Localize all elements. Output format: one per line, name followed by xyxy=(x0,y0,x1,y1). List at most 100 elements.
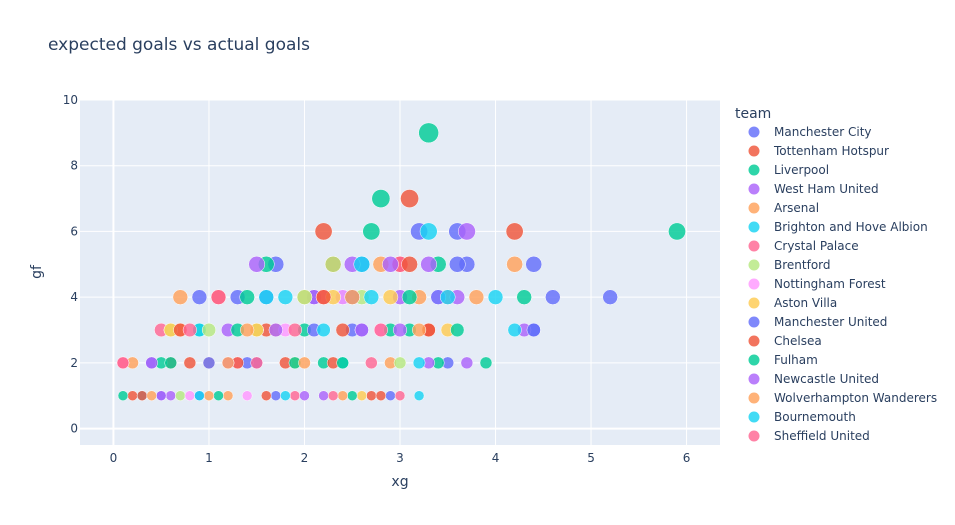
data-point[interactable] xyxy=(299,390,310,401)
data-point[interactable] xyxy=(335,322,350,338)
data-point[interactable] xyxy=(401,289,418,305)
data-point[interactable] xyxy=(172,289,189,305)
data-point[interactable] xyxy=(356,390,368,401)
legend-item[interactable]: Crystal Palace xyxy=(748,239,859,253)
data-point[interactable] xyxy=(314,222,333,241)
data-point[interactable] xyxy=(393,356,407,370)
data-point[interactable] xyxy=(385,390,396,401)
data-point[interactable] xyxy=(194,390,205,401)
data-point[interactable] xyxy=(316,322,331,338)
data-point[interactable] xyxy=(315,289,332,305)
data-point[interactable] xyxy=(191,289,208,305)
data-point[interactable] xyxy=(261,390,272,401)
data-point[interactable] xyxy=(296,289,313,305)
data-point[interactable] xyxy=(413,390,425,401)
legend-item[interactable]: Fulham xyxy=(748,353,818,367)
data-point[interactable] xyxy=(222,390,234,401)
data-point[interactable] xyxy=(440,289,456,305)
data-point[interactable] xyxy=(450,322,465,338)
data-point[interactable] xyxy=(202,356,216,370)
data-point[interactable] xyxy=(457,222,476,241)
data-point[interactable] xyxy=(324,255,342,273)
data-point[interactable] xyxy=(373,322,388,338)
data-point[interactable] xyxy=(507,322,522,338)
data-point[interactable] xyxy=(346,390,358,401)
data-point[interactable] xyxy=(448,255,466,273)
data-point[interactable] xyxy=(394,390,406,401)
data-point[interactable] xyxy=(327,390,339,401)
data-point[interactable] xyxy=(526,322,541,338)
data-point[interactable] xyxy=(184,390,196,401)
data-point[interactable] xyxy=(289,390,301,401)
data-point[interactable] xyxy=(400,189,419,208)
data-point[interactable] xyxy=(382,289,399,305)
data-point[interactable] xyxy=(298,356,311,370)
legend-item[interactable]: Nottingham Forest xyxy=(748,277,886,291)
data-point[interactable] xyxy=(201,322,217,338)
data-point[interactable] xyxy=(354,322,369,338)
data-point[interactable] xyxy=(412,322,427,338)
data-point[interactable] xyxy=(516,289,532,305)
data-point[interactable] xyxy=(117,390,129,401)
legend-item[interactable]: Manchester United xyxy=(748,315,888,329)
data-point[interactable] xyxy=(375,390,387,401)
data-point[interactable] xyxy=(210,289,227,305)
data-point[interactable] xyxy=(545,289,561,305)
data-point[interactable] xyxy=(525,255,543,273)
data-point[interactable] xyxy=(363,289,380,305)
data-point[interactable] xyxy=(479,356,493,370)
data-point[interactable] xyxy=(203,390,215,401)
legend-item[interactable]: Newcastle United xyxy=(748,372,880,386)
data-point[interactable] xyxy=(366,390,377,401)
data-point[interactable] xyxy=(362,222,381,241)
legend-item[interactable]: Aston Villa xyxy=(748,296,838,310)
legend-item[interactable]: Arsenal xyxy=(748,201,820,215)
legend[interactable]: Manchester City Tottenham Hotspur Liverpoo… xyxy=(748,125,938,443)
data-point[interactable] xyxy=(419,222,438,241)
data-point[interactable] xyxy=(487,289,504,305)
data-point[interactable] xyxy=(412,356,426,370)
data-point[interactable] xyxy=(602,289,618,305)
data-point[interactable] xyxy=(183,356,197,370)
data-point[interactable] xyxy=(401,255,418,273)
data-point[interactable] xyxy=(175,390,186,401)
data-point[interactable] xyxy=(277,289,294,305)
data-point[interactable] xyxy=(241,390,253,401)
data-point[interactable] xyxy=(382,255,399,273)
data-point[interactable] xyxy=(336,356,349,370)
legend-item[interactable]: Brighton and Hove Albion xyxy=(748,220,928,234)
data-point[interactable] xyxy=(258,289,275,305)
data-point[interactable] xyxy=(392,322,408,338)
legend-item[interactable]: Tottenham Hotspur xyxy=(748,144,890,158)
data-point[interactable] xyxy=(221,356,235,370)
data-point[interactable] xyxy=(127,390,138,401)
legend-item[interactable]: Sheffield United xyxy=(748,429,870,443)
data-point[interactable] xyxy=(418,122,439,144)
legend-item[interactable]: Manchester City xyxy=(748,125,872,139)
data-point[interactable] xyxy=(668,222,686,241)
data-point[interactable] xyxy=(213,390,224,401)
data-point[interactable] xyxy=(146,390,157,401)
data-point[interactable] xyxy=(460,356,474,370)
data-point[interactable] xyxy=(248,255,266,273)
data-point[interactable] xyxy=(318,390,329,401)
legend-item[interactable]: Chelsea xyxy=(748,334,822,348)
legend-item[interactable]: Wolverhampton Wanderers xyxy=(748,391,938,405)
data-point[interactable] xyxy=(182,322,197,338)
data-point[interactable] xyxy=(240,322,255,338)
data-point[interactable] xyxy=(344,289,360,305)
data-point[interactable] xyxy=(420,255,437,273)
data-point[interactable] xyxy=(270,390,282,401)
data-point[interactable] xyxy=(353,255,371,273)
data-point[interactable] xyxy=(371,189,391,208)
legend-item[interactable]: West Ham United xyxy=(748,182,879,196)
legend-item[interactable]: Liverpool xyxy=(748,163,830,177)
data-point[interactable] xyxy=(239,289,255,305)
data-point[interactable] xyxy=(337,390,348,401)
data-point[interactable] xyxy=(287,322,303,338)
legend-item[interactable]: Bournemouth xyxy=(748,410,856,424)
data-point[interactable] xyxy=(468,289,485,305)
data-point[interactable] xyxy=(365,356,378,370)
data-point[interactable] xyxy=(506,255,523,273)
data-point[interactable] xyxy=(116,356,130,370)
